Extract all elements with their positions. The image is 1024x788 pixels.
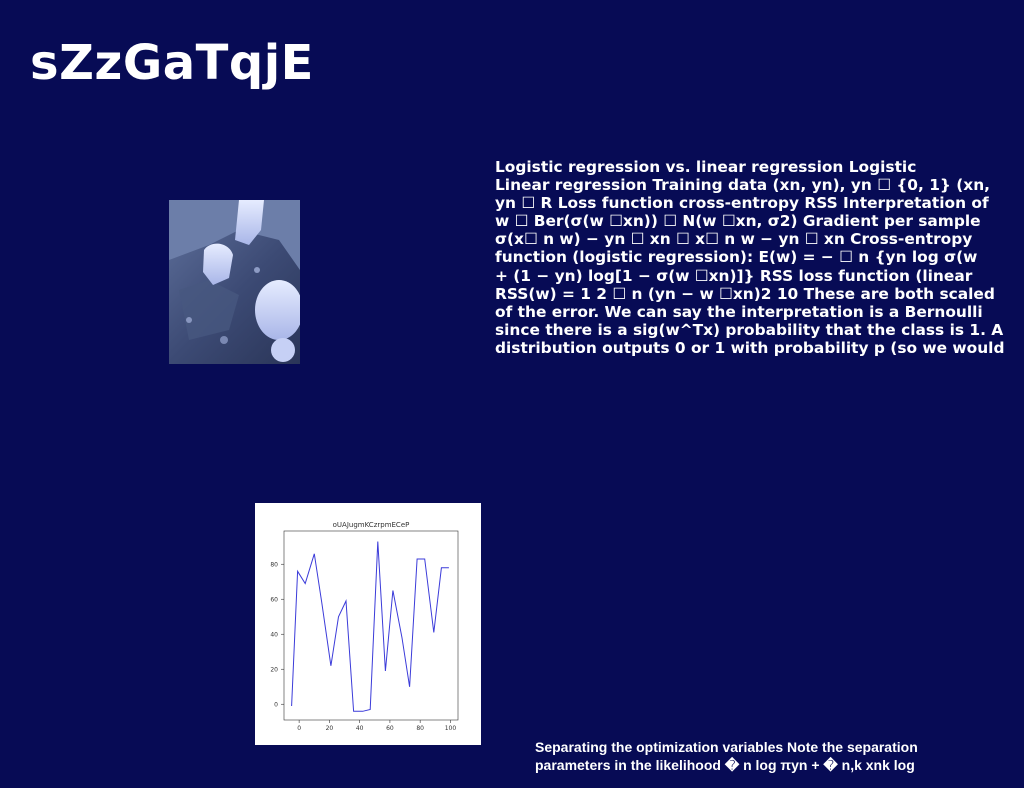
body-line: distribution outputs 0 or 1 with probabi…	[495, 338, 1005, 357]
y-tick-label: 80	[270, 561, 278, 568]
body-line: RSS(w) = 1 2 ☐ n (yn − w ☐xn)2 10 These …	[495, 284, 995, 303]
plot-frame	[283, 530, 459, 721]
body-line: Linear regression Training data (xn, yn)…	[495, 176, 991, 195]
y-tick-label: 20	[270, 666, 278, 673]
body-line: w ☐ Ber(σ(w ☐xn)) ☐ N(w ☐xn, σ2) Gradien…	[495, 212, 981, 231]
x-tick-label: 0	[297, 725, 301, 732]
line-chart: oUAJugmKCzrpmECeP 0 20 40 60 80 100 0 20 40 60 80	[255, 503, 481, 745]
body-line: since there is a sig(w^Tx) probability t…	[495, 320, 1004, 339]
footer-line: Separating the optimization variables No…	[535, 739, 918, 755]
x-tick-label: 20	[326, 725, 334, 732]
x-tick-label: 40	[356, 725, 364, 732]
x-tick-label: 100	[445, 725, 457, 732]
body-line: of the error. We can say the interpretat…	[495, 302, 983, 321]
y-tick-label: 0	[274, 701, 278, 708]
series-line	[291, 541, 449, 712]
x-tick-label: 60	[386, 725, 394, 732]
slide-photo	[169, 200, 300, 364]
slide-body-text: Logistic regression vs. linear regressio…	[495, 158, 1024, 357]
body-line: function (logistic regression): E(w) = −…	[495, 248, 978, 267]
slide-title: sZzGaTqjE	[30, 35, 314, 91]
footer-line: parameters in the likelihood � n log πyn…	[535, 757, 915, 773]
slide-footer-text: Separating the optimization variables No…	[535, 738, 1024, 774]
body-line: σ(x☐ n w) − yn ☐ xn ☐ x☐ n w − yn ☐ xn C…	[495, 230, 973, 249]
body-line: Logistic regression vs. linear regressio…	[495, 158, 917, 176]
line-chart-svg: oUAJugmKCzrpmECeP 0 20 40 60 80 100 0 20 40 60 80	[270, 521, 459, 732]
y-tick-label: 40	[270, 631, 278, 638]
chart-title: oUAJugmKCzrpmECeP	[333, 521, 410, 529]
body-line: yn ☐ R Loss function cross-entropy RSS I…	[495, 194, 989, 213]
x-tick-label: 80	[416, 725, 424, 732]
y-tick-label: 60	[270, 596, 278, 603]
body-line: + (1 − yn) log[1 − σ(w ☐xn)]} RSS loss f…	[495, 266, 973, 285]
